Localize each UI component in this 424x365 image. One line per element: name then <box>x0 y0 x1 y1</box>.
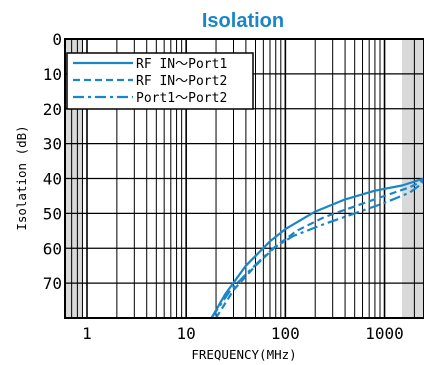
x-tick-label: 1 <box>82 324 92 343</box>
series-lines <box>210 177 424 319</box>
x-tick-label: 100 <box>271 324 300 343</box>
tick-labels: 1 10 100 1000 0 10 20 30 40 50 60 70 <box>43 30 404 343</box>
y-axis-label: Isolation (dB) <box>14 125 29 230</box>
y-tick-label: 70 <box>43 274 62 293</box>
legend-label-0: RF IN～Port1 <box>136 57 227 72</box>
legend-label-2: Port1～Port2 <box>136 91 227 106</box>
y-tick-label: 10 <box>43 65 62 84</box>
plot-frame <box>64 38 424 319</box>
series-line-0 <box>210 177 424 319</box>
x-tick-label: 10 <box>177 324 196 343</box>
y-tick-label: 40 <box>43 170 62 189</box>
x-tick-label: 1000 <box>365 324 404 343</box>
y-tick-label: 50 <box>43 204 62 223</box>
x-axis-label: FREQUENCY(MHz) <box>191 347 296 362</box>
y-tick-label: 30 <box>43 135 62 154</box>
chart-title: Isolation <box>202 10 284 32</box>
y-tick-label: 0 <box>52 30 62 49</box>
legend: RF IN～Port1 RF IN～Port2 Port1～Port2 <box>66 52 254 110</box>
y-tick-label: 60 <box>43 239 62 258</box>
legend-label-1: RF IN～Port2 <box>136 74 227 89</box>
series-line-1 <box>215 179 424 319</box>
series-line-2 <box>210 181 424 319</box>
y-tick-label: 20 <box>43 100 62 119</box>
